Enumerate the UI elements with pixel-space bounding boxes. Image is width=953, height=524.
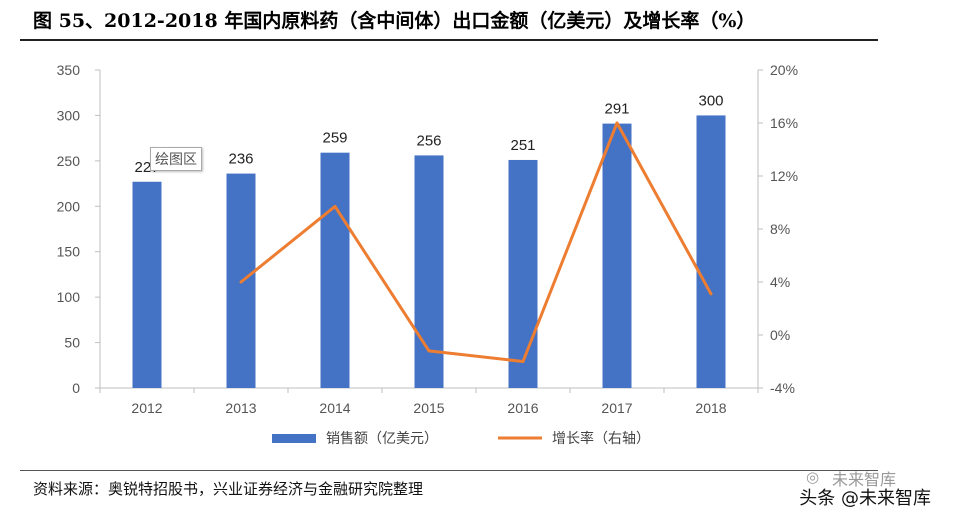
bar-value-label: 300 [698,92,723,109]
growth-rate-point [521,360,525,363]
y-right-tick-label: 20% [770,62,798,78]
legend: 销售额（亿美元） 增长率（右轴） [272,430,650,447]
source-note: 资料来源：奥锐特招股书，兴业证券经济与金融研究院整理 [33,480,424,498]
watermark: 头条 @未来智库 [799,488,931,509]
chart-canvas: 0 50 100 150 200 250 300 350 -4% 0% 4% 8% 12% 16% 20% 2… [57,62,798,447]
bar [508,159,538,388]
legend-line-label: 增长率（右轴） [552,430,650,447]
y-right-tick-label: -4% [770,380,795,396]
growth-rate-point [615,121,619,125]
y-right-tick-label: 12% [770,168,798,184]
growth-rate-point [427,349,431,353]
bar [602,123,632,388]
bar [696,115,726,388]
watermark-faint: 未来智库 [832,470,897,489]
growth-rate-point [239,280,243,284]
y-right-tick-label: 8% [770,221,790,237]
bar-value-label: 256 [416,132,441,149]
x-tick-label: 2016 [507,400,538,416]
x-tick-label: 2014 [319,400,350,416]
bar-value-label: 251 [510,137,535,154]
y-left-tick-label: 150 [57,244,81,260]
y-right-tick-label: 16% [770,115,798,131]
legend-bar-label: 销售额（亿美元） [326,431,438,447]
x-tick-label: 2015 [413,400,444,416]
title-divider [20,39,878,41]
y-left-tick-label: 300 [57,107,81,123]
y-left-tick-label: 50 [64,335,80,351]
x-tick-label: 2012 [131,400,162,416]
y-right-tick-label: 0% [770,327,790,343]
x-tick-label: 2018 [695,400,726,416]
x-tick-label: 2017 [601,400,632,416]
y-left-tick-label: 0 [72,380,80,396]
bar-value-label: 236 [228,151,253,168]
y-right-tick-label: 4% [770,274,790,290]
x-tick-label: 2013 [225,400,256,416]
wechat-icon: ◎ [806,468,820,486]
bar-series [132,115,726,388]
legend-bar-swatch [272,434,316,443]
bar-value-label: 259 [322,130,347,147]
growth-rate-line [240,121,713,363]
bar [132,181,162,388]
plot-area-tooltip: 绘图区 [150,147,202,171]
y-left-tick-label: 200 [57,198,81,214]
y-left-tick-label: 250 [57,153,81,169]
growth-rate-point [333,204,337,208]
y-left-tick-label: 350 [57,62,81,78]
line-series [239,121,713,363]
source-divider [20,470,878,471]
y-left-tick-label: 100 [57,289,81,305]
growth-rate-point [709,292,713,296]
bar-value-label: 291 [604,101,629,118]
chart-title: 图 55、2012-2018 年国内原料药（含中间体）出口金额（亿美元）及增长率… [33,10,756,32]
bar [320,152,350,388]
